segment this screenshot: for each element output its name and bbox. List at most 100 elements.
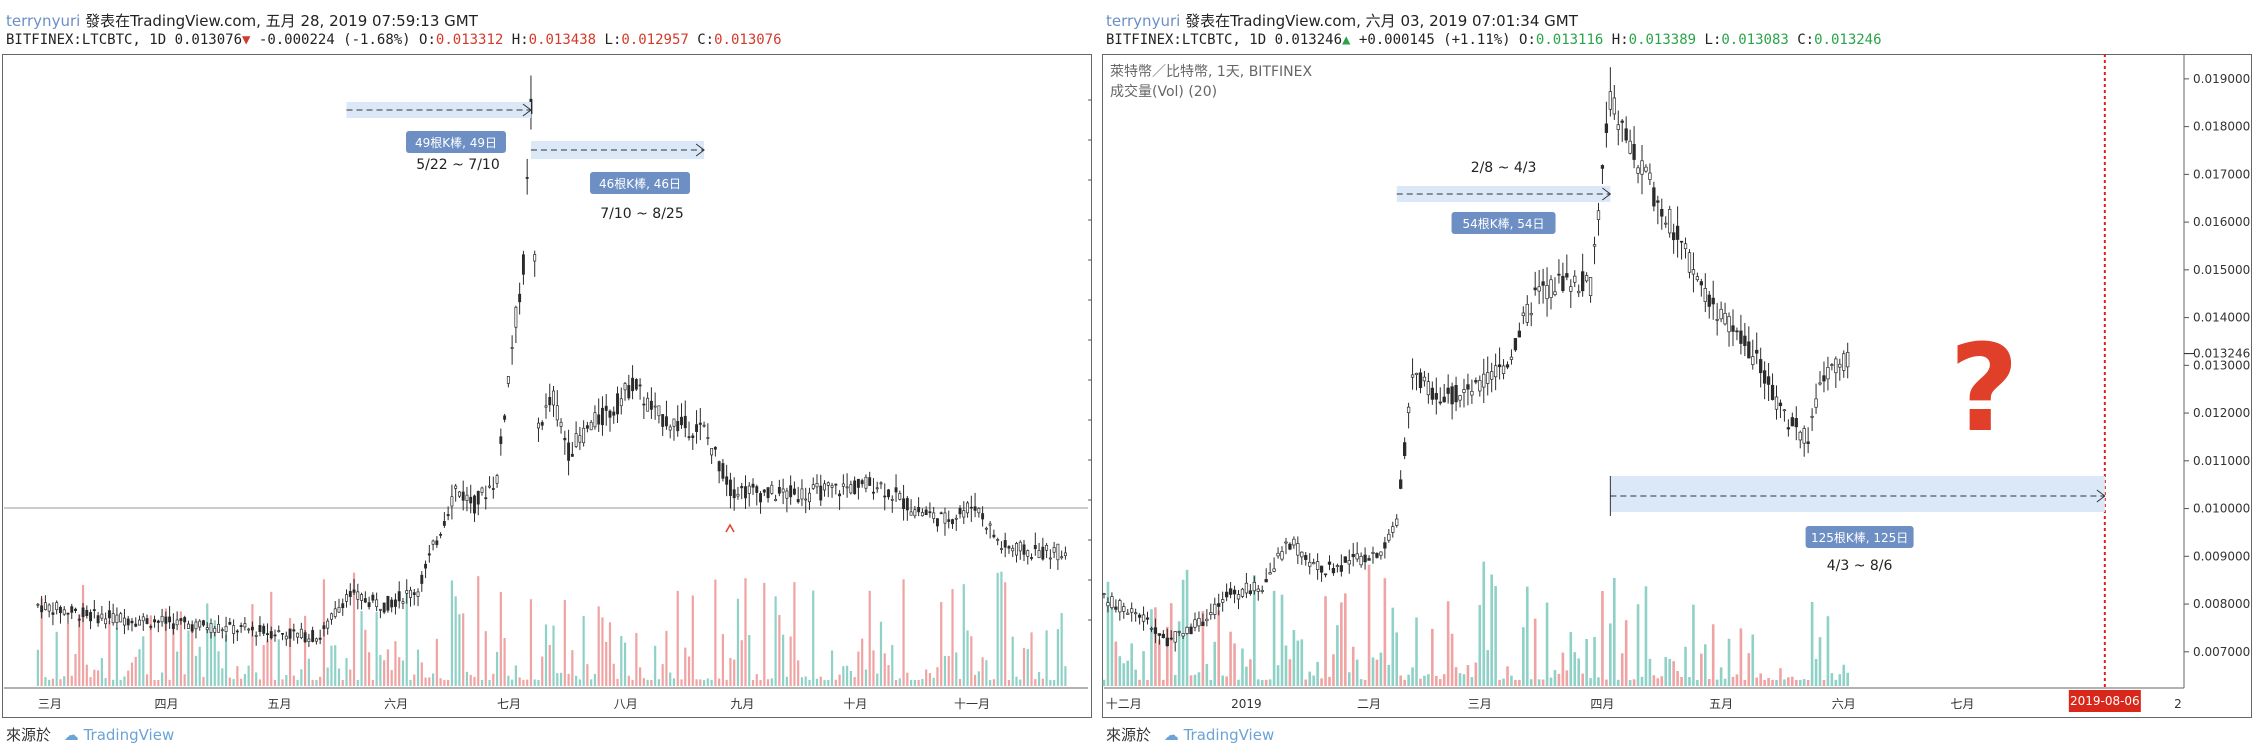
right-volume-bar xyxy=(1316,661,1319,686)
left-candle xyxy=(928,511,932,514)
left-candle xyxy=(273,634,277,637)
left-volume-bar xyxy=(206,603,209,686)
right-volume-bar xyxy=(1794,679,1798,686)
right-volume-bar xyxy=(1494,586,1497,686)
left-volume-bar xyxy=(266,639,269,686)
left-volume-bar xyxy=(842,666,845,686)
left-candle xyxy=(1052,547,1056,553)
right-volume-bar xyxy=(1205,663,1209,686)
right-chart-frame[interactable] xyxy=(1102,54,2252,718)
left-volume-bar xyxy=(447,679,450,686)
left-candle xyxy=(488,485,491,488)
right-x-tick-label: 七月 xyxy=(1950,697,1974,711)
left-tradingview-logo-icon[interactable]: ☁ TradingView xyxy=(63,726,175,744)
right-volume-bar xyxy=(1403,679,1406,686)
right-volume-bar xyxy=(1818,637,1822,686)
right-chart-svg[interactable]: 萊特幣／比特幣, 1天, BITFINEX 成交量(Vol) (20) 0.0190… xyxy=(1100,0,2260,748)
left-candle xyxy=(457,491,461,497)
left-volume-bar xyxy=(748,634,751,686)
right-volume-bar xyxy=(1411,667,1414,686)
right-volume-bar xyxy=(1173,675,1177,686)
left-candle xyxy=(179,618,183,622)
left-candle xyxy=(619,398,623,407)
left-volume-bar xyxy=(706,678,709,686)
left-candle xyxy=(518,293,522,303)
down-arrow-icon: ▼ xyxy=(242,32,251,48)
left-candle xyxy=(830,485,834,488)
right-tradingview-logo-icon[interactable]: ☁ TradingView xyxy=(1163,726,1275,744)
right-candle xyxy=(1747,341,1751,359)
left-candle xyxy=(582,427,586,444)
left-candle xyxy=(149,626,153,628)
left-candle xyxy=(951,519,954,525)
left-candle xyxy=(198,620,202,628)
left-volume-bar xyxy=(804,676,807,686)
left-candle xyxy=(781,488,785,493)
left-volume-bar xyxy=(544,624,548,686)
left-volume-bar xyxy=(755,674,758,686)
right-range-text-2: 4/3 ~ 8/6 xyxy=(1827,558,1893,574)
right-volume-bar xyxy=(1656,678,1660,686)
left-chart-svg[interactable]: 三月 四月 五月 六月 七月 八月 九月 十月 十一月 49根K棒, 49日 5/22 ~ 7/10… xyxy=(0,0,1100,748)
right-volume-bar xyxy=(1561,652,1565,686)
right-volume-bar xyxy=(1237,679,1240,686)
right-candle xyxy=(1592,244,1597,247)
left-candle xyxy=(691,435,695,438)
right-volume-bar xyxy=(1427,674,1430,686)
right-volume-bar xyxy=(1609,623,1612,686)
left-volume-bar xyxy=(356,679,359,686)
right-volume-bar xyxy=(1434,675,1438,686)
left-candle xyxy=(499,436,503,444)
left-candle xyxy=(243,623,247,628)
right-candle xyxy=(1624,128,1628,141)
right-volume-bar xyxy=(1375,659,1379,686)
left-volume-bar xyxy=(123,676,126,686)
right-candle xyxy=(1410,374,1415,378)
left-volume-bar xyxy=(631,679,634,686)
right-candle xyxy=(1260,590,1264,592)
left-range-arrow-1 xyxy=(522,103,532,117)
right-y-tick-label: 0.012000 xyxy=(2193,406,2250,420)
left-candle xyxy=(710,448,714,456)
right-candle xyxy=(1304,555,1308,560)
left-candle xyxy=(375,599,379,608)
right-volume-bar xyxy=(1573,652,1577,686)
right-candle xyxy=(1399,479,1403,489)
left-candle xyxy=(879,482,883,485)
left-candle xyxy=(1022,544,1026,555)
right-volume-bar xyxy=(1276,665,1280,686)
right-volume-bar xyxy=(1442,674,1446,686)
right-candle xyxy=(1632,144,1636,160)
left-volume-bar xyxy=(349,669,352,686)
left-volume-bar xyxy=(157,679,160,686)
right-author-link[interactable]: terrynyuri xyxy=(1106,12,1181,30)
left-candle xyxy=(856,478,860,488)
left-chart-frame[interactable] xyxy=(2,54,1092,718)
left-candle xyxy=(363,598,367,603)
right-volume-bar xyxy=(1162,679,1165,686)
left-candle xyxy=(755,486,759,493)
right-volume-bar xyxy=(1743,679,1747,686)
left-volume-bar xyxy=(89,677,92,686)
right-volume-bar xyxy=(1613,577,1616,686)
left-volume-bar xyxy=(725,679,728,686)
left-candle xyxy=(984,527,988,530)
left-author-link[interactable]: terrynyuri xyxy=(6,12,81,30)
left-candle xyxy=(864,476,868,489)
left-volume-bar xyxy=(958,678,962,686)
left-volume-bar xyxy=(623,642,627,686)
left-candle xyxy=(578,435,582,443)
right-volume-bar xyxy=(1628,679,1632,686)
left-volume-bar xyxy=(51,678,55,686)
right-volume-bar xyxy=(1711,624,1715,686)
left-volume-bar xyxy=(951,589,954,686)
right-candle xyxy=(1462,389,1466,393)
left-volume-bar xyxy=(605,641,608,686)
right-volume-bar xyxy=(1735,674,1739,686)
left-candle xyxy=(186,623,190,629)
left-candle xyxy=(145,618,149,624)
left-candle xyxy=(1037,550,1041,559)
left-candle xyxy=(762,489,766,493)
right-range-arrow-1 xyxy=(1602,187,1612,201)
right-volume-bar xyxy=(1478,605,1482,686)
